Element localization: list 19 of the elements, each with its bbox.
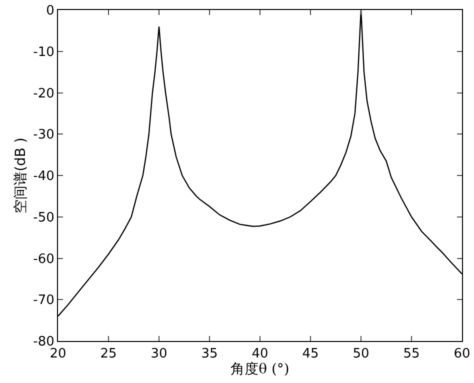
x-tick-label: 25: [100, 346, 117, 362]
x-tick-label: 60: [454, 346, 470, 362]
x-axis-title: 角度θ (°): [230, 362, 290, 378]
x-tick-label: 55: [403, 346, 420, 362]
y-tick-label: -30: [33, 128, 54, 143]
y-tick-label: -10: [33, 44, 54, 60]
x-tick-label: 35: [201, 346, 218, 362]
y-tick-label: -50: [33, 210, 54, 226]
y-tick-label: -60: [33, 252, 54, 267]
y-axis-title: 空间谱(dB ): [12, 138, 29, 214]
y-tick-label: -70: [33, 293, 54, 308]
x-tick-label: 45: [302, 346, 319, 362]
y-tick-label: -20: [33, 86, 54, 102]
x-tick-label: 40: [252, 346, 268, 362]
x-tick-label: 30: [150, 346, 168, 362]
x-tick-label: 20: [50, 346, 66, 362]
y-tick-label: -40: [33, 169, 54, 184]
y-tick-label: 0: [46, 4, 54, 19]
x-tick-label: 50: [352, 346, 370, 362]
